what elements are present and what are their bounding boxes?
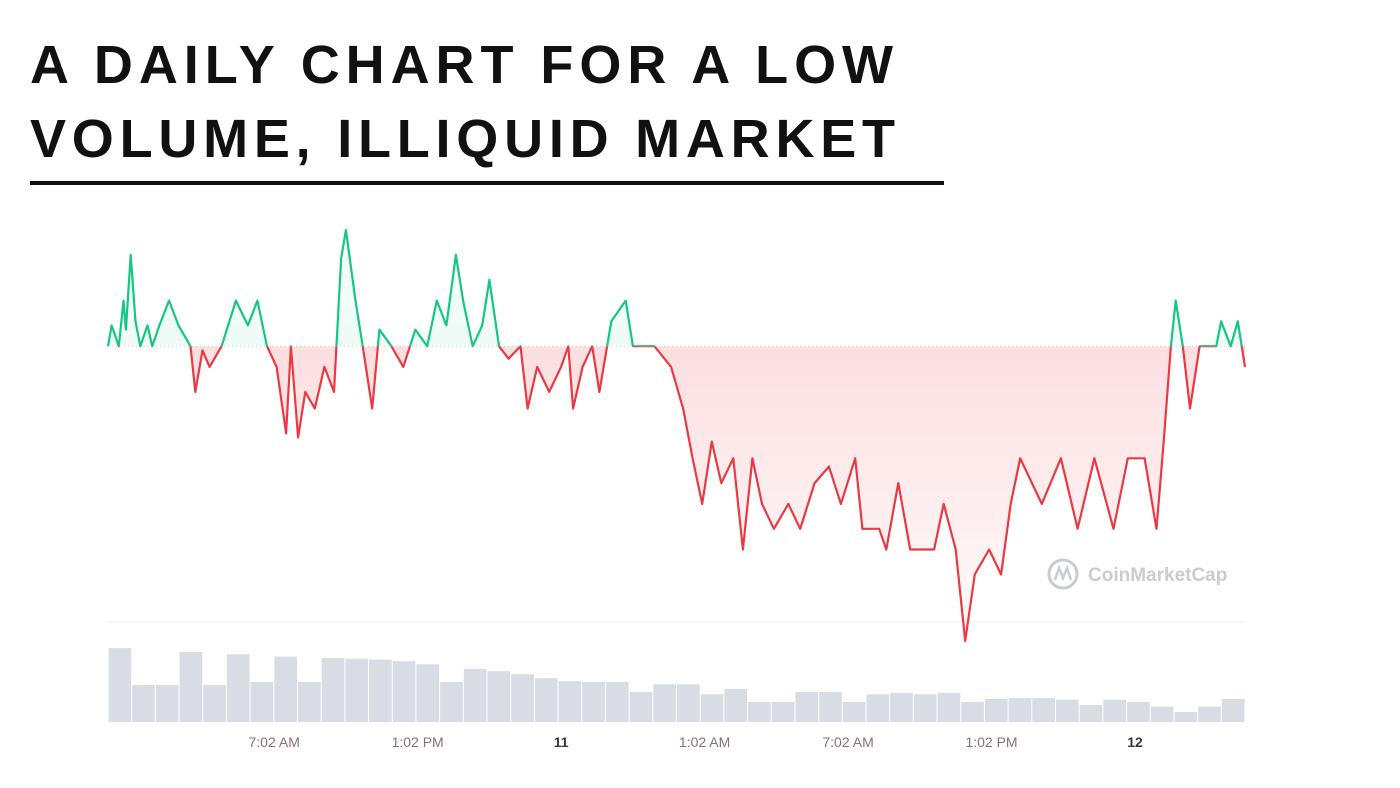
x-tick-label: 11: [554, 734, 569, 750]
volume-bar: [558, 681, 582, 722]
x-tick-label: 1:02 PM: [392, 734, 444, 750]
volume-bar: [179, 651, 203, 722]
volume-bar: [226, 654, 250, 722]
volume-bar: [605, 681, 629, 722]
watermark-text: CoinMarketCap: [1088, 565, 1227, 586]
volume-bar: [321, 658, 345, 722]
x-tick-label: 12: [1127, 734, 1143, 750]
volume-bar: [866, 694, 890, 722]
price-line-down: [108, 346, 1247, 642]
volume-bar: [203, 685, 226, 722]
volume-bar: [1103, 699, 1127, 722]
volume-bar: [724, 688, 748, 722]
watermark: CoinMarketCap: [1047, 558, 1227, 590]
volume-bar: [155, 685, 179, 722]
volume-bar: [677, 684, 700, 722]
plot: 7:02 AM 1:02 PM 11 1:02 AM 7:02 AM 1:02 PM 12: [106, 228, 1247, 750]
x-tick-label: 7:02 AM: [822, 734, 873, 750]
volume-bar: [1198, 706, 1221, 722]
volume-bar: [748, 701, 771, 722]
volume-bar: [913, 694, 937, 722]
volume-bar: [937, 692, 961, 722]
volume-bar: [984, 698, 1008, 722]
volume-bar: [795, 691, 819, 722]
area-down: [190, 346, 1245, 641]
volume-bar: [416, 664, 440, 722]
watermark-logo-mark: [1053, 564, 1073, 582]
volume-bar: [369, 659, 392, 722]
volume-bar: [440, 681, 463, 722]
title-line: VOLUME, ILLIQUID MARKET: [30, 109, 895, 169]
volume-bar: [1008, 698, 1032, 722]
volume-bar: [534, 678, 558, 722]
x-tick-label: 1:02 PM: [965, 734, 1017, 750]
volume-bar: [250, 681, 274, 722]
volume-bar: [819, 691, 842, 722]
title-underline: [30, 181, 944, 185]
volume-bar: [771, 701, 795, 722]
volume-bar: [629, 691, 653, 722]
title-line: A DAILY CHART FOR A LOW: [30, 35, 893, 95]
volume-bar: [274, 656, 297, 722]
volume-bar: [345, 658, 369, 722]
volume-bar: [961, 701, 984, 722]
volume-bar: [582, 681, 605, 722]
volume-bar: [1221, 698, 1245, 722]
volume-bar: [463, 668, 487, 722]
volume-bar: [1032, 698, 1055, 722]
volume-bar: [1079, 705, 1103, 722]
x-tick-label: 7:02 AM: [248, 734, 299, 750]
price-line-up: [106, 228, 1243, 347]
volume-bar: [108, 648, 132, 722]
volume-bar: [700, 694, 724, 722]
volume-bar: [511, 674, 534, 722]
volume-bar: [132, 685, 155, 722]
volume-bar: [298, 681, 321, 722]
volume-bar: [392, 661, 416, 722]
volume-bar: [890, 692, 913, 722]
x-tick-label: 1:02 AM: [679, 734, 730, 750]
watermark-logo: [1047, 558, 1079, 590]
volume-bar: [842, 701, 866, 722]
volume-bar: [1056, 699, 1079, 722]
volume-bar: [487, 671, 511, 722]
volume-bar: [1127, 701, 1150, 722]
volume-bar: [653, 684, 676, 722]
volume-bar: [1174, 711, 1198, 722]
volume-bar: [1150, 706, 1174, 722]
